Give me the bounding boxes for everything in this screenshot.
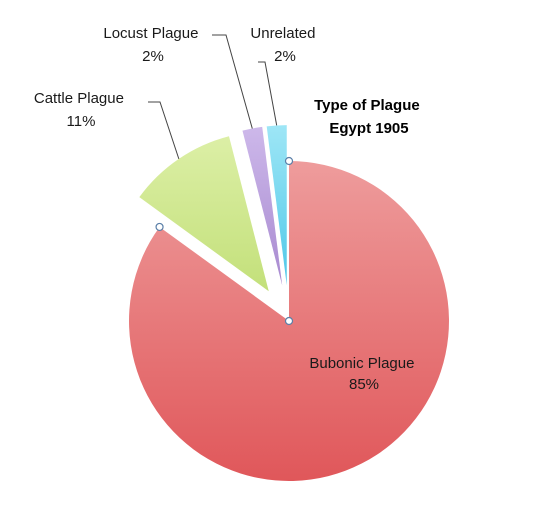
slice-label-cattle-value: 11% [67, 113, 96, 130]
slice-label-bubonic-name: Bubonic Plague [309, 355, 414, 372]
leader-lines [148, 34, 278, 160]
slice-label-bubonic-value: 85% [349, 376, 379, 393]
selection-handle[interactable] [155, 222, 164, 232]
chart-title-line-1: Type of Plague [314, 97, 420, 114]
leader-line-unrelated [258, 61, 278, 126]
leader-line-cattle-plague [148, 101, 180, 160]
slice-label-cattle-name: Cattle Plague [34, 90, 124, 107]
slice-label-unrelated-name: Unrelated [250, 25, 315, 42]
selection-handles [155, 156, 294, 326]
pie-slice-cattle-plague [139, 136, 269, 292]
leader-line-locust-plague [212, 34, 253, 129]
slice-label-locust-name: Locust Plague [103, 25, 198, 42]
pie-slice-unrelated [266, 125, 287, 286]
slice-label-unrelated: Unrelated 2% [250, 25, 319, 65]
pie-slice-locust-plague [242, 126, 283, 286]
slice-label-locust-value: 2% [142, 48, 164, 65]
slice-label-bubonic: Bubonic Plague 85% [309, 355, 418, 393]
slice-label-locust: Locust Plague 2% [103, 25, 202, 65]
selection-handle[interactable] [284, 316, 294, 326]
selection-handle[interactable] [284, 156, 294, 166]
slice-label-cattle: Cattle Plague 11% [34, 90, 128, 130]
pie-slices [128, 125, 449, 481]
chart-title-line-2: Egypt 1905 [329, 120, 408, 137]
slice-label-unrelated-value: 2% [274, 48, 296, 65]
chart-title: Type of Plague Egypt 1905 [314, 97, 424, 137]
